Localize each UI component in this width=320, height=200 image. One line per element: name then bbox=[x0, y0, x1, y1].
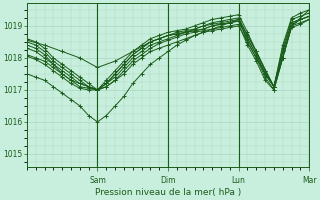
X-axis label: Pression niveau de la mer( hPa ): Pression niveau de la mer( hPa ) bbox=[95, 188, 241, 197]
